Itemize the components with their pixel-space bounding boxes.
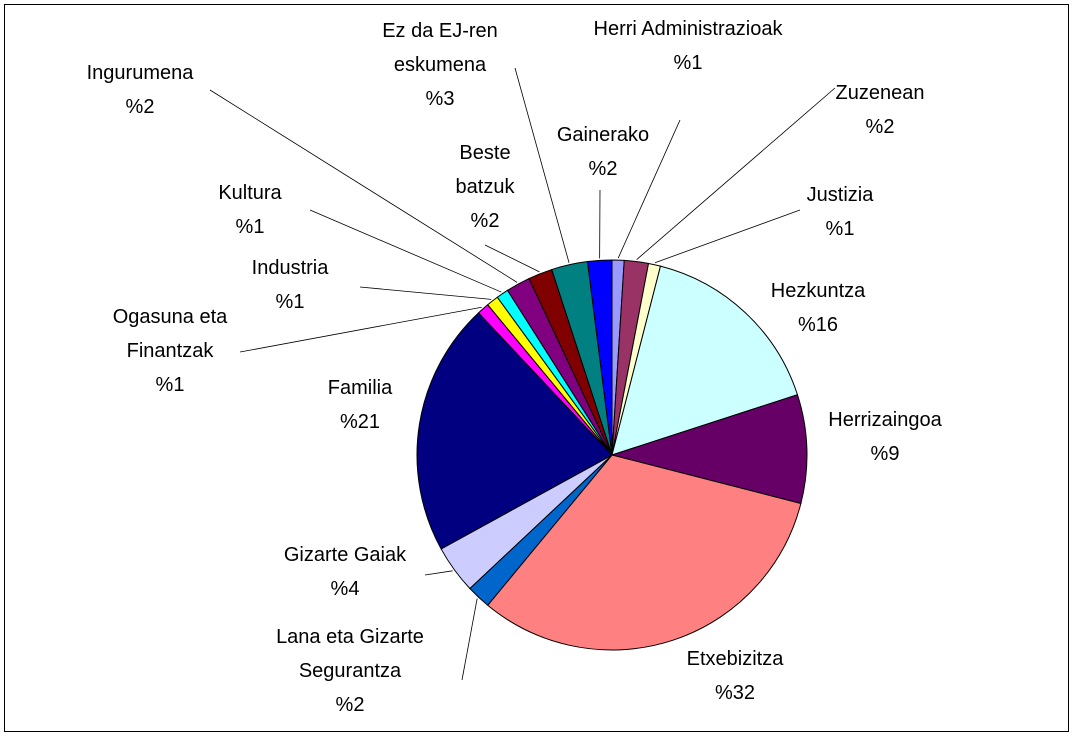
category-label: Ingurumena: [86, 62, 194, 84]
slice-label: Gizarte Gaiak %4: [255, 538, 435, 606]
value-label: %2: [335, 694, 365, 716]
slice-label: Ez da EJ-ren eskumena %3: [350, 14, 530, 116]
category-label: Justizia: [806, 184, 874, 206]
value-label: %2: [865, 116, 895, 138]
value-label: %9: [870, 443, 900, 465]
leader-line: [654, 209, 801, 264]
category-label: Lana eta Gizarte Segurantza: [276, 626, 424, 682]
value-label: %16: [797, 314, 839, 336]
leader-line: [484, 244, 540, 273]
category-label: Familia: [327, 377, 393, 399]
leader-line: [514, 67, 570, 263]
pie-slice: [610, 394, 808, 505]
value-label: %32: [714, 682, 756, 704]
value-label: %2: [470, 210, 500, 232]
category-label: Herrizaingoa: [828, 409, 942, 431]
category-label: Kultura: [218, 182, 282, 204]
slice-label: Familia %21: [300, 371, 420, 439]
slice-label: Hezkuntza %16: [748, 274, 888, 342]
value-label: %21: [339, 411, 381, 433]
leader-line: [309, 209, 502, 293]
category-label: Beste batzuk: [455, 142, 515, 198]
slice-label: Herri Administrazioak %1: [578, 12, 798, 80]
leader-line: [209, 89, 518, 283]
leader-line: [359, 286, 492, 300]
pie-slice: [611, 265, 799, 456]
pie-slice: [486, 454, 802, 651]
category-label: Hezkuntza: [770, 280, 866, 302]
slice-label: Beste batzuk %2: [430, 136, 540, 238]
slice-label: Gainerako %2: [538, 118, 668, 186]
category-label: Ogasuna eta Finantzak: [112, 306, 228, 362]
leader-line: [617, 119, 681, 259]
value-label: %3: [425, 88, 455, 110]
leader-line: [461, 598, 478, 681]
slice-label: Ogasuna eta Finantzak %1: [85, 300, 255, 402]
pie-slice: [416, 312, 613, 550]
category-label: Gainerako: [556, 124, 650, 146]
leader-line: [636, 87, 836, 260]
slice-label: Herrizaingoa %9: [805, 403, 965, 471]
category-label: Ez da EJ-ren eskumena: [382, 20, 498, 76]
leader-line: [424, 570, 453, 576]
value-label: %1: [275, 291, 305, 313]
category-label: Gizarte Gaiak: [283, 544, 407, 566]
pie-slice: [587, 259, 613, 456]
value-label: %4: [330, 578, 360, 600]
slice-label: Lana eta Gizarte Segurantza %2: [240, 620, 460, 722]
slice-label: Industria %1: [230, 251, 350, 319]
value-label: %1: [673, 52, 703, 74]
slice-label: Kultura %1: [190, 176, 310, 244]
value-label: %1: [825, 218, 855, 240]
slice-label: Justizia %1: [780, 178, 900, 246]
category-label: Zuzenean: [835, 82, 925, 104]
slice-label: Zuzenean %2: [805, 76, 955, 144]
value-label: %1: [235, 216, 265, 238]
value-label: %2: [125, 96, 155, 118]
leader-line: [239, 306, 482, 353]
category-label: Herri Administrazioak: [593, 18, 783, 40]
slice-label: Etxebizitza %32: [660, 642, 810, 710]
category-label: Industria: [251, 257, 329, 279]
slice-label: Ingurumena %2: [55, 56, 225, 124]
value-label: %1: [155, 374, 185, 396]
value-label: %2: [588, 158, 618, 180]
category-label: Etxebizitza: [686, 648, 784, 670]
